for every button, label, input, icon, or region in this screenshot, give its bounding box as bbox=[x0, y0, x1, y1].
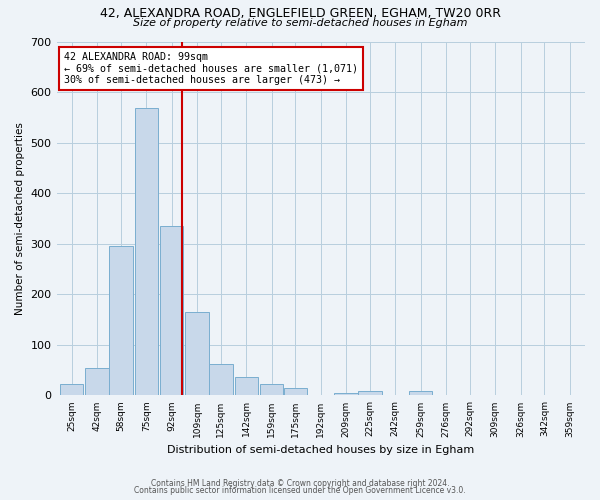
Y-axis label: Number of semi-detached properties: Number of semi-detached properties bbox=[15, 122, 25, 315]
Bar bbox=[284, 388, 307, 396]
Text: Contains public sector information licensed under the Open Government Licence v3: Contains public sector information licen… bbox=[134, 486, 466, 495]
Bar bbox=[409, 392, 433, 396]
X-axis label: Distribution of semi-detached houses by size in Egham: Distribution of semi-detached houses by … bbox=[167, 445, 475, 455]
Bar bbox=[185, 312, 209, 396]
Bar bbox=[134, 108, 158, 396]
Bar bbox=[60, 384, 83, 396]
Text: Size of property relative to semi-detached houses in Egham: Size of property relative to semi-detach… bbox=[133, 18, 467, 28]
Bar bbox=[85, 368, 109, 396]
Text: 42, ALEXANDRA ROAD, ENGLEFIELD GREEN, EGHAM, TW20 0RR: 42, ALEXANDRA ROAD, ENGLEFIELD GREEN, EG… bbox=[100, 8, 500, 20]
Text: 42 ALEXANDRA ROAD: 99sqm
← 69% of semi-detached houses are smaller (1,071)
30% o: 42 ALEXANDRA ROAD: 99sqm ← 69% of semi-d… bbox=[64, 52, 358, 86]
Bar bbox=[109, 246, 133, 396]
Bar bbox=[160, 226, 184, 396]
Bar bbox=[358, 392, 382, 396]
Bar bbox=[334, 393, 358, 396]
Bar bbox=[235, 376, 258, 396]
Bar bbox=[260, 384, 283, 396]
Text: Contains HM Land Registry data © Crown copyright and database right 2024.: Contains HM Land Registry data © Crown c… bbox=[151, 478, 449, 488]
Bar bbox=[209, 364, 233, 396]
